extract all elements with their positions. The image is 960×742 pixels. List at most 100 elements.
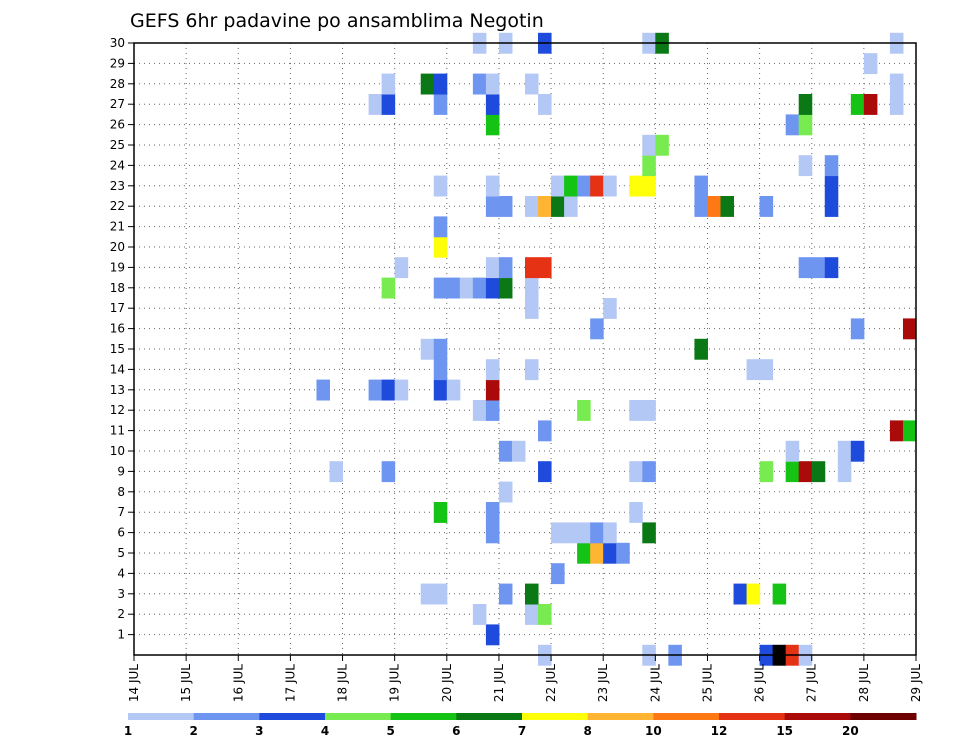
y-tick-label: 25 xyxy=(110,138,125,152)
precip-cell xyxy=(590,542,604,564)
precip-cell xyxy=(655,134,669,156)
y-tick-label: 13 xyxy=(110,383,125,397)
precip-cell xyxy=(394,257,409,279)
legend-swatch xyxy=(456,713,523,720)
precip-cell xyxy=(485,277,500,299)
precip-cell xyxy=(902,318,917,340)
precip-cell xyxy=(485,114,500,136)
precip-cell xyxy=(485,502,500,523)
precip-cell xyxy=(603,175,617,197)
precip-cell xyxy=(642,134,656,156)
precip-cell xyxy=(577,400,591,421)
y-tick-label: 11 xyxy=(110,424,125,438)
precip-cell xyxy=(551,563,565,585)
y-tick-label: 23 xyxy=(110,179,125,193)
precip-cell xyxy=(538,94,552,115)
precip-cell xyxy=(433,175,448,197)
y-tick-label: 8 xyxy=(117,485,125,499)
precip-cell xyxy=(498,583,513,605)
precip-cell xyxy=(629,461,643,483)
y-tick-label: 1 xyxy=(117,628,125,642)
precip-cell xyxy=(420,338,435,360)
x-tick-label: 24 JUL xyxy=(648,664,662,702)
legend-label: 3 xyxy=(255,724,263,738)
precip-cell xyxy=(785,461,800,483)
precip-cell xyxy=(785,114,800,136)
legend-swatch xyxy=(259,713,326,720)
precip-cell xyxy=(889,73,904,95)
y-tick-label: 19 xyxy=(110,260,125,274)
precip-cell xyxy=(824,257,839,279)
legend-label: 2 xyxy=(189,724,197,738)
precip-cell xyxy=(472,277,487,299)
y-tick-label: 27 xyxy=(110,97,125,111)
precip-cell xyxy=(603,522,617,544)
precip-cell xyxy=(485,379,500,401)
precip-cells xyxy=(316,32,917,666)
precip-cell xyxy=(707,196,721,217)
legend-swatch xyxy=(325,713,392,720)
precip-cell xyxy=(485,94,500,115)
y-tick-label: 2 xyxy=(117,607,125,621)
precip-cell xyxy=(525,257,539,279)
x-tick-label: 16 JUL xyxy=(231,664,245,702)
precip-cell xyxy=(525,277,539,299)
y-tick-label: 28 xyxy=(110,77,125,91)
precip-cell xyxy=(824,175,839,197)
precip-cell xyxy=(498,277,513,299)
precip-cell xyxy=(420,583,435,605)
precip-cell xyxy=(538,461,552,483)
precip-cell xyxy=(564,522,578,544)
precip-cell xyxy=(525,583,539,605)
precip-cell xyxy=(902,420,917,442)
y-tick-label: 7 xyxy=(117,505,125,519)
precip-cell xyxy=(863,53,878,75)
precip-cell xyxy=(551,522,565,544)
precip-cell xyxy=(433,583,448,605)
precip-cell xyxy=(498,196,513,217)
precip-cell xyxy=(368,94,383,115)
precip-cell xyxy=(551,175,565,197)
precip-cell xyxy=(381,461,396,483)
y-tick-label: 15 xyxy=(110,342,125,356)
precip-cell xyxy=(485,73,500,95)
y-tick-label: 12 xyxy=(110,403,125,417)
precip-cell xyxy=(433,502,448,523)
legend-swatch xyxy=(719,713,786,720)
precip-cell xyxy=(733,583,748,605)
precip-cell xyxy=(759,359,774,381)
precip-cell xyxy=(329,461,344,483)
y-tick-label: 9 xyxy=(117,464,125,478)
precip-cell xyxy=(811,257,826,279)
precip-cell xyxy=(459,277,474,299)
legend-label: 6 xyxy=(452,724,460,738)
y-tick-label: 3 xyxy=(117,587,125,601)
precip-cell xyxy=(538,604,552,625)
precip-cell xyxy=(759,196,774,217)
x-tick-label: 28 JUL xyxy=(857,664,871,702)
y-tick-label: 5 xyxy=(117,546,125,560)
legend-swatch xyxy=(784,713,851,720)
precip-cell xyxy=(759,461,774,483)
precip-cell xyxy=(746,359,761,381)
legend-label: 1 xyxy=(124,724,132,738)
precip-cell xyxy=(433,94,448,115)
y-tick-label: 29 xyxy=(110,56,125,70)
precip-cell xyxy=(485,196,500,217)
precip-cell xyxy=(577,542,591,564)
x-tick-label: 25 JUL xyxy=(700,664,714,702)
precip-cell xyxy=(381,94,396,115)
x-tick-label: 21 JUL xyxy=(492,664,506,702)
precip-cell xyxy=(433,73,448,95)
precip-cell xyxy=(472,604,487,625)
precip-cell xyxy=(564,196,578,217)
precip-cell xyxy=(472,400,487,421)
legend-label: 20 xyxy=(842,724,859,738)
precip-cell xyxy=(720,196,735,217)
legend-swatch xyxy=(128,713,195,720)
chart-title: GEFS 6hr padavine po ansamblima Negotin xyxy=(130,10,544,32)
precip-cell xyxy=(498,257,513,279)
precip-cell xyxy=(511,440,526,462)
x-tick-label: 15 JUL xyxy=(179,664,193,702)
precip-cell xyxy=(485,257,500,279)
